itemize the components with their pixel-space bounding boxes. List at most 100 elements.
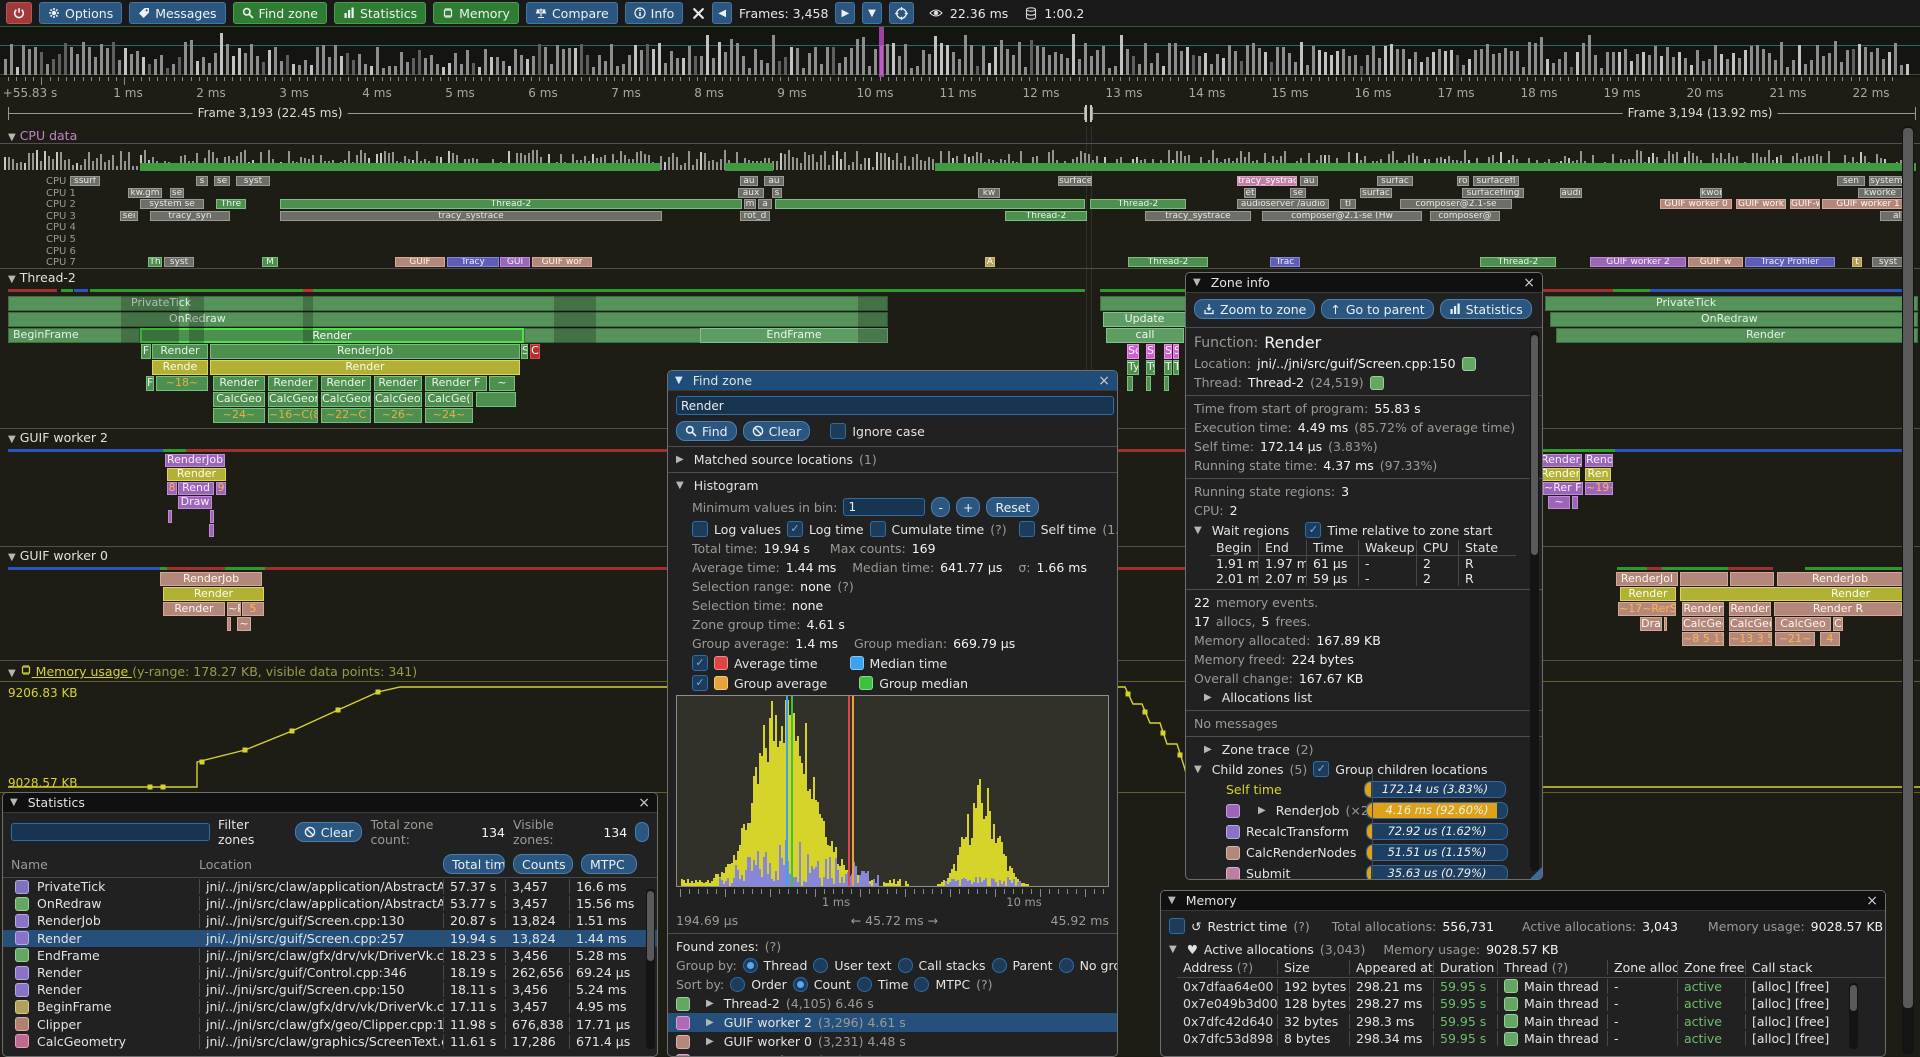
- clipped-button[interactable]: [635, 822, 649, 842]
- cpu-zone[interactable]: GUIF work: [1736, 199, 1786, 210]
- zone[interactable]: 5: [242, 602, 264, 616]
- cpu-zone[interactable]: Thread-2: [1480, 257, 1556, 268]
- mem-col-duration[interactable]: Duration: [1433, 960, 1497, 976]
- cpu-zone[interactable]: A: [985, 257, 995, 268]
- zone[interactable]: ~13 3 5 13: [1729, 632, 1772, 646]
- find-button[interactable]: Find: [676, 421, 737, 441]
- frame-label-3193[interactable]: Frame 3,193 (22.45 ms): [192, 106, 348, 120]
- statistics-button[interactable]: Statistics: [333, 2, 427, 24]
- zone[interactable]: RenderJob: [1777, 572, 1903, 586]
- ignore-case-checkbox[interactable]: [830, 423, 847, 439]
- zone[interactable]: [1127, 376, 1133, 391]
- tools-icon[interactable]: [692, 7, 705, 20]
- compare-button[interactable]: Compare: [525, 2, 618, 24]
- cpu-zone[interactable]: Thread-2: [1005, 210, 1087, 221]
- zone[interactable]: [227, 617, 231, 631]
- zone-info-scrollbar[interactable]: [1530, 331, 1539, 871]
- groupby-call-stacks[interactable]: [897, 958, 913, 973]
- mem-col-address[interactable]: Address (?): [1183, 960, 1254, 976]
- help-icon[interactable]: (?): [764, 939, 782, 954]
- allocation-row[interactable]: 0x7dfaa64e00 192 bytes 298.21 ms 59.95 s Mai…: [1177, 978, 1885, 996]
- zone[interactable]: Render: [213, 376, 265, 391]
- zone[interactable]: Render R: [1774, 602, 1902, 616]
- zone[interactable]: Rend: [178, 482, 214, 495]
- groupby-no-grouping[interactable]: [1058, 958, 1074, 973]
- mem-col-appeared-at[interactable]: Appeared at: [1349, 960, 1433, 976]
- found-zone-row[interactable]: ▶GUIF worker 1(3,192) 4.39 s: [668, 1051, 1117, 1056]
- main-scrollbar[interactable]: [1902, 126, 1914, 1054]
- power-button[interactable]: [6, 2, 32, 24]
- filter-input[interactable]: [11, 823, 211, 841]
- zone[interactable]: CalcGeo: [213, 392, 265, 407]
- groupby-thread[interactable]: [742, 958, 758, 973]
- source-color-swatch[interactable]: [1461, 356, 1476, 371]
- cpu-zone[interactable]: aux: [738, 187, 764, 198]
- wait-col-time[interactable]: Time: [1306, 540, 1358, 555]
- close-icon[interactable]: ×: [1523, 274, 1535, 291]
- cpu-zone[interactable]: et: [1244, 187, 1256, 198]
- zone[interactable]: Ren: [1585, 468, 1611, 481]
- zone[interactable]: ~: [1548, 496, 1570, 509]
- zone[interactable]: RenderJob: [160, 572, 262, 586]
- cpu-zone[interactable]: Thre: [216, 199, 246, 210]
- cpu-zone[interactable]: Tracy: [447, 257, 499, 268]
- zone[interactable]: Render: [163, 587, 264, 601]
- mem-col-thread[interactable]: Thread (?): [1497, 960, 1607, 976]
- cpu-zone[interactable]: s: [772, 187, 782, 198]
- expand-icon[interactable]: ▶: [1204, 692, 1212, 703]
- statistics-row[interactable]: Render jni/../jni/src/guif/Screen.cpp:257…: [3, 929, 657, 947]
- zone[interactable]: [1100, 296, 1188, 311]
- zone[interactable]: BeginFrame: [8, 328, 140, 343]
- found-zone-row[interactable]: ▶ GUIF worker 2 (3,296) 4.61 s: [668, 1013, 1117, 1032]
- zone[interactable]: Render: [163, 602, 225, 616]
- focus-frame-button[interactable]: [888, 2, 914, 24]
- zone[interactable]: Se: [1146, 344, 1155, 359]
- mem-col-zone-alloc[interactable]: Zone alloc: [1607, 960, 1677, 976]
- zone[interactable]: Rend: [1585, 454, 1613, 467]
- memory-scrollbar-thumb[interactable]: [1850, 985, 1857, 1011]
- wait-col-cpu[interactable]: CPU: [1416, 540, 1458, 555]
- stats-scrollbar[interactable]: [646, 889, 655, 1049]
- collapse-icon[interactable]: ▼: [675, 375, 683, 386]
- cpu-zone[interactable]: syst: [236, 176, 270, 186]
- cpu-zone[interactable]: GUIF: [395, 257, 445, 268]
- zone[interactable]: F: [146, 376, 154, 391]
- sortby-order[interactable]: [730, 977, 746, 992]
- cpu-zone[interactable]: Thread-2: [280, 199, 742, 210]
- zone[interactable]: S: [1173, 344, 1179, 359]
- zone[interactable]: [209, 524, 214, 537]
- info-button[interactable]: Info: [624, 2, 684, 24]
- mem-col-call-stack[interactable]: Call stack: [1745, 960, 1855, 976]
- group-children-checkbox[interactable]: ✓: [1313, 761, 1330, 777]
- frame-overview-strip[interactable]: [0, 27, 1920, 77]
- cpu-zone[interactable]: kwork: [1700, 187, 1722, 198]
- zone[interactable]: ~Rer FF: [1543, 482, 1583, 495]
- checkbox-log-time[interactable]: ✓: [786, 521, 803, 537]
- zone[interactable]: S: [1164, 344, 1172, 359]
- cpu-zone[interactable]: GUI: [500, 257, 530, 268]
- sortby-mtpc[interactable]: [914, 977, 930, 992]
- find-zone-button[interactable]: Find zone: [232, 2, 327, 24]
- zone[interactable]: [1730, 572, 1774, 586]
- zone[interactable]: [1146, 376, 1151, 391]
- legend-checkbox[interactable]: ✓: [692, 655, 708, 671]
- statistics-row[interactable]: OnRedraw jni/../jni/src/claw/application/…: [3, 895, 657, 912]
- zone[interactable]: Render: [210, 360, 520, 375]
- zone[interactable]: ~26~: [374, 408, 422, 423]
- mem-col-size[interactable]: Size: [1277, 960, 1349, 976]
- search-input[interactable]: Render: [676, 396, 1114, 415]
- wait-col-end[interactable]: End: [1258, 540, 1306, 555]
- child-zone-row[interactable]: CalcRenderNodes 51.51 us (1.15%): [1186, 842, 1542, 863]
- next-frame-button[interactable]: ▶: [835, 2, 856, 24]
- mem-col-zone-free[interactable]: Zone free: [1677, 960, 1745, 976]
- sortby-time[interactable]: [856, 977, 872, 992]
- find-zone-titlebar[interactable]: ▼ Find zone ×: [668, 371, 1117, 391]
- cpu-zone[interactable]: composer@2.1-se: [1400, 199, 1512, 210]
- cpu-zone[interactable]: surfac: [1360, 187, 1392, 198]
- cpu-zone[interactable]: se: [1290, 187, 1306, 198]
- wait-col-wakeup[interactable]: Wakeup: [1358, 540, 1416, 555]
- cpu-zone[interactable]: Thread-2: [1128, 257, 1208, 268]
- statistics-row[interactable]: BeginFrame jni/../jni/src/claw/gfx/drv/vk…: [3, 998, 657, 1015]
- cpu-zone[interactable]: GUIF worker 2: [1590, 257, 1686, 268]
- memory-scrollbar[interactable]: [1849, 983, 1858, 1049]
